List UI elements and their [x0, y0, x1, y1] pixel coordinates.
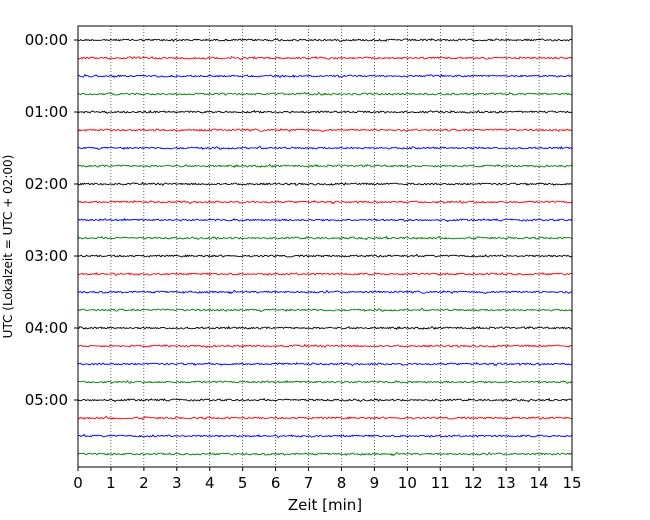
- y-axis-ticks: 00:00 01:00 02:00 03:00 04:00 05:00: [25, 31, 78, 409]
- x-tick-label: 8: [337, 474, 347, 492]
- y-tick-label: 04:00: [25, 319, 68, 337]
- trace-0145: [77, 163, 573, 169]
- x-tick-label: 6: [271, 474, 281, 492]
- x-tick-label: 0: [73, 474, 83, 492]
- trace-0200: [77, 181, 573, 187]
- trace-0000: [77, 38, 573, 43]
- y-tick-label: 01:00: [25, 103, 68, 121]
- trace-0300: [77, 253, 573, 258]
- x-tick-label: 7: [304, 474, 314, 492]
- y-axis-label: UTC (Lokalzeit = UTC + 02:00): [1, 155, 15, 339]
- x-tick-label: 1: [106, 474, 116, 492]
- y-tick-label: 02:00: [25, 175, 68, 193]
- y-tick-label: 00:00: [25, 31, 68, 49]
- x-axis-label: Zeit [min]: [288, 496, 362, 514]
- x-tick-label: 4: [205, 474, 215, 492]
- trace-0015: [77, 55, 573, 61]
- x-tick-label: 11: [431, 474, 450, 492]
- x-tick-label: 14: [530, 474, 549, 492]
- x-tick-label: 9: [370, 474, 380, 492]
- trace-0545: [77, 451, 573, 457]
- trace-0430: [77, 361, 573, 367]
- trace-0500: [77, 397, 573, 403]
- x-tick-label: 13: [497, 474, 516, 492]
- x-tick-label: 2: [139, 474, 149, 492]
- x-tick-label: 3: [172, 474, 182, 492]
- x-axis-ticks: 0 1 2 3 4 5 6 7 8 9 10 11 12 13 14 15: [73, 467, 582, 492]
- trace-0515: [77, 415, 573, 421]
- trace-0330: [77, 289, 573, 295]
- seismic-traces: [77, 38, 573, 457]
- trace-0445: [77, 379, 573, 384]
- trace-0230: [77, 217, 573, 223]
- y-tick-label: 05:00: [25, 391, 68, 409]
- trace-0245: [77, 235, 573, 241]
- trace-0045: [77, 91, 573, 97]
- plot-frame: [77, 25, 573, 468]
- x-tick-label: 15: [562, 474, 581, 492]
- trace-0315: [77, 271, 573, 277]
- x-tick-label: 12: [464, 474, 483, 492]
- trace-0130: [77, 145, 573, 150]
- trace-0115: [77, 128, 573, 133]
- trace-0215: [77, 199, 573, 205]
- trace-0345: [77, 307, 573, 312]
- trace-0530: [77, 433, 573, 439]
- trace-0100: [77, 109, 573, 115]
- trace-0400: [77, 325, 573, 331]
- y-tick-label: 03:00: [25, 247, 68, 265]
- x-tick-label: 10: [398, 474, 417, 492]
- trace-0030: [77, 73, 573, 79]
- x-tick-label: 5: [238, 474, 248, 492]
- trace-0415: [77, 343, 573, 349]
